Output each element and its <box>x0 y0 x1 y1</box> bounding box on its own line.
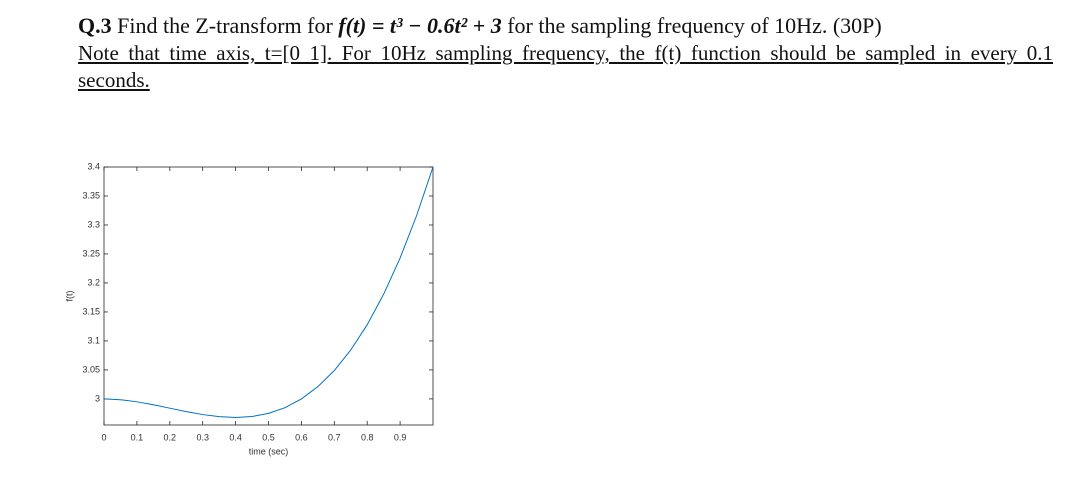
points: (30P) <box>832 13 882 38</box>
x-axis-label: time (sec) <box>249 446 289 456</box>
x-tick-label: 0.4 <box>229 432 242 442</box>
x-tick-label: 0 <box>101 432 106 442</box>
y-tick-label: 3 <box>95 393 100 403</box>
note: Note that time axis, t=[0 1]. For 10Hz s… <box>78 41 1053 92</box>
question: Q.3 Find the Z-transform for f(t) = t³ −… <box>78 12 1053 94</box>
y-tick-label: 3.3 <box>87 219 100 229</box>
line <box>103 166 434 418</box>
y-tick-label: 3.05 <box>82 364 100 374</box>
y-tick-label: 3.35 <box>82 190 100 200</box>
x-tick-label: 0.6 <box>295 432 308 442</box>
question-text: Find the Z-transform for <box>117 13 333 38</box>
question-text: for the sampling frequency of 10Hz. <box>507 13 828 38</box>
y-tick-label: 3.4 <box>87 161 100 171</box>
chart: 3 3.05 3.1 3.15 3.2 3.25 3.3 3.35 3.4 0 0.1 0.2 0.3 0… <box>64 161 434 456</box>
y-tick-label: 3.25 <box>82 248 100 258</box>
x-tick-label: 0.2 <box>164 432 177 442</box>
y-axis-label: f(t) <box>64 291 74 302</box>
question-number: Q.3 <box>78 13 112 38</box>
x-tick-label: 0.5 <box>262 432 275 442</box>
x-tick-label: 0.9 <box>394 432 407 442</box>
plot-box <box>103 166 434 426</box>
x-tick-label: 0.8 <box>361 432 374 442</box>
y-tick-label: 3.1 <box>87 335 100 345</box>
y-tick-label: 3.15 <box>82 306 100 316</box>
x-tick-label: 0.1 <box>131 432 144 442</box>
formula: f(t) = t³ − 0.6t² + 3 <box>338 13 502 38</box>
y-tick-label: 3.2 <box>87 277 100 287</box>
x-tick-label: 0.7 <box>328 432 341 442</box>
x-tick-label: 0.3 <box>196 432 209 442</box>
